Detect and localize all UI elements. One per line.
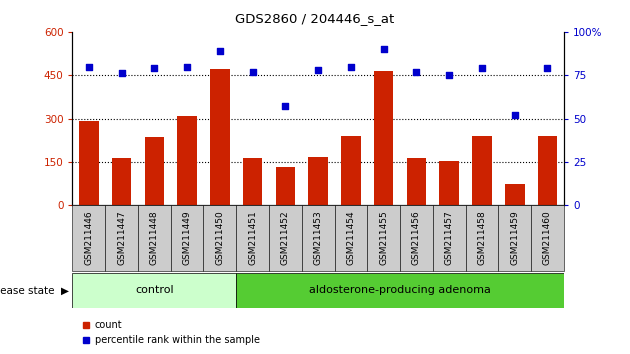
Bar: [72, 273, 236, 308]
Point: [510, 112, 520, 118]
Bar: [466, 205, 498, 271]
Bar: [236, 273, 564, 308]
Point: [477, 65, 487, 71]
Bar: [433, 205, 466, 271]
Point: [248, 69, 258, 75]
Bar: [537, 136, 558, 205]
Point: [117, 71, 127, 76]
Bar: [269, 205, 302, 271]
Point: [346, 64, 356, 69]
Text: aldosterone-producing adenoma: aldosterone-producing adenoma: [309, 285, 491, 295]
Text: GSM211452: GSM211452: [281, 211, 290, 266]
Bar: [236, 205, 269, 271]
Point: [542, 65, 553, 71]
Point: [313, 67, 323, 73]
Text: GSM211447: GSM211447: [117, 211, 126, 266]
Bar: [177, 116, 197, 205]
Point: [182, 64, 192, 69]
Legend: count, percentile rank within the sample: count, percentile rank within the sample: [77, 316, 264, 349]
Point: [411, 69, 421, 75]
Text: GSM211451: GSM211451: [248, 211, 257, 266]
Bar: [341, 136, 361, 205]
Bar: [531, 205, 564, 271]
Point: [84, 64, 94, 69]
Bar: [144, 137, 164, 205]
Text: GDS2860 / 204446_s_at: GDS2860 / 204446_s_at: [236, 12, 394, 25]
Point: [379, 46, 389, 52]
Text: GSM211456: GSM211456: [412, 211, 421, 266]
Bar: [302, 205, 335, 271]
Text: GSM211454: GSM211454: [346, 211, 355, 266]
Bar: [275, 167, 295, 205]
Bar: [505, 184, 525, 205]
Text: GSM211446: GSM211446: [84, 211, 93, 266]
Bar: [210, 69, 230, 205]
Bar: [472, 136, 492, 205]
Bar: [138, 205, 171, 271]
Bar: [374, 71, 394, 205]
Bar: [498, 205, 531, 271]
Point: [215, 48, 225, 54]
Bar: [171, 205, 203, 271]
Text: GSM211458: GSM211458: [478, 211, 486, 266]
Bar: [439, 161, 459, 205]
Text: GSM211448: GSM211448: [150, 211, 159, 266]
Text: GSM211457: GSM211457: [445, 211, 454, 266]
Bar: [72, 205, 105, 271]
Text: GSM211460: GSM211460: [543, 211, 552, 266]
Point: [149, 65, 159, 71]
Bar: [243, 159, 263, 205]
Text: control: control: [135, 285, 174, 295]
Bar: [335, 205, 367, 271]
Bar: [308, 157, 328, 205]
Bar: [400, 205, 433, 271]
Text: GSM211459: GSM211459: [510, 211, 519, 266]
Text: GSM211450: GSM211450: [215, 211, 224, 266]
Bar: [367, 205, 400, 271]
Bar: [203, 205, 236, 271]
Bar: [105, 205, 138, 271]
Bar: [79, 121, 99, 205]
Text: GSM211449: GSM211449: [183, 211, 192, 266]
Bar: [406, 158, 427, 205]
Point: [280, 104, 290, 109]
Bar: [112, 158, 132, 205]
Point: [444, 73, 454, 78]
Text: GSM211453: GSM211453: [314, 211, 323, 266]
Text: disease state  ▶: disease state ▶: [0, 285, 69, 295]
Text: GSM211455: GSM211455: [379, 211, 388, 266]
